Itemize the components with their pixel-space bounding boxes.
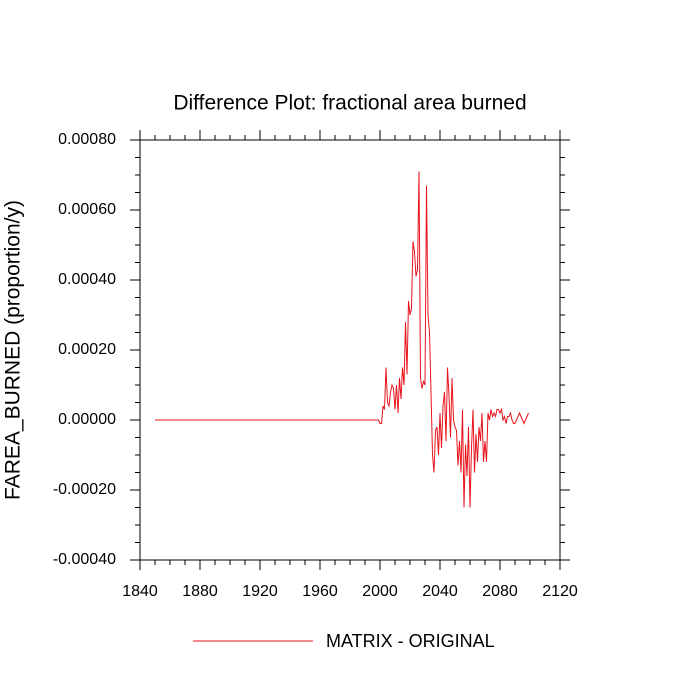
y-tick-label: 0.00020 <box>58 341 116 358</box>
data-line <box>155 171 529 508</box>
y-tick-label: -0.00040 <box>53 551 116 568</box>
y-tick-label: 0.00000 <box>58 411 116 428</box>
chart-title: Difference Plot: fractional area burned <box>173 92 526 115</box>
x-tick-label: 2120 <box>542 583 578 600</box>
x-tick-label: 1920 <box>242 583 278 600</box>
plot-frame <box>139 139 561 561</box>
y-tick-label: 0.00040 <box>58 271 116 288</box>
x-tick-label: 2080 <box>482 583 518 600</box>
y-tick-label: 0.00060 <box>58 201 116 218</box>
legend-label: MATRIX - ORIGINAL <box>326 631 495 651</box>
x-tick-label: 2000 <box>362 583 398 600</box>
x-tick-label: 1960 <box>302 583 338 600</box>
y-axis-label: FAREA_BURNED (proportion/y) <box>2 200 25 500</box>
y-tick-label: 0.00080 <box>58 131 116 148</box>
x-tick-label: 2040 <box>422 583 458 600</box>
y-tick-label: -0.00020 <box>53 481 116 498</box>
x-tick-label: 1880 <box>182 583 218 600</box>
x-tick-label: 1840 <box>122 583 158 600</box>
